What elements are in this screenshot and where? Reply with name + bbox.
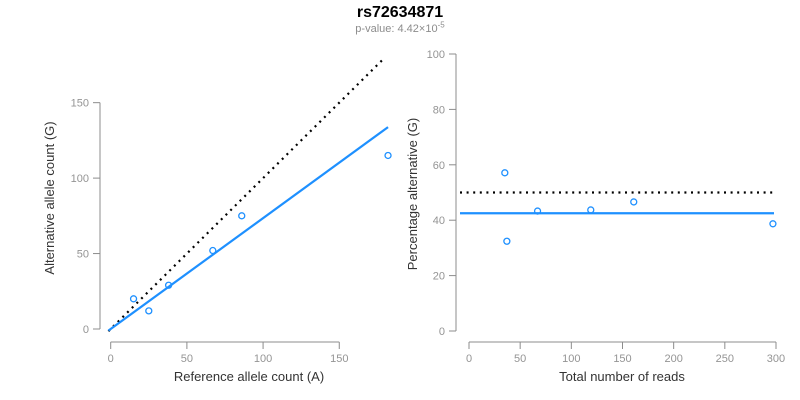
data-point — [384, 151, 392, 160]
data-point — [209, 246, 217, 255]
x-tick-label: 0 — [108, 353, 114, 365]
left-scatter-plot: 0 50 100 150 0 50 100 150 Reference allele count… — [42, 57, 392, 384]
x-tick-label: 300 — [767, 353, 785, 365]
data-point — [501, 169, 509, 177]
y-tick-label: 0 — [83, 324, 89, 336]
y-tick-label: 100 — [71, 173, 89, 185]
y-axis-title: Percentage alternative (G) — [405, 118, 420, 270]
data-point — [533, 207, 542, 215]
y-tick-label: 150 — [71, 98, 89, 110]
x-tick-label: 250 — [716, 353, 734, 365]
plot-title: rs72634871 — [356, 4, 444, 21]
x-tick-label: 150 — [613, 353, 631, 365]
y-tick-label: 50 — [77, 249, 89, 261]
right-scatter-plot: 0 20 40 60 80 100 0 50 100 150 200 250 300 Total numb… — [405, 49, 785, 384]
x-tick-label: 150 — [330, 353, 348, 365]
p-value-exponent: -5 — [437, 20, 445, 30]
x-axis-title: Total number of reads — [559, 369, 685, 384]
data-point — [630, 198, 638, 206]
data-point — [503, 237, 511, 245]
x-tick-label: 100 — [562, 353, 580, 365]
data-point — [145, 307, 153, 315]
identity-line — [107, 57, 386, 333]
x-tick-label: 100 — [254, 353, 272, 365]
fitted-line — [107, 126, 389, 332]
x-tick-label: 200 — [664, 353, 682, 365]
data-point — [164, 281, 173, 289]
y-tick-label: 100 — [427, 49, 445, 61]
x-tick-label: 50 — [181, 353, 193, 365]
y-axis-title: Alternative allele count (G) — [42, 121, 57, 274]
data-point — [238, 212, 246, 220]
y-tick-label: 80 — [433, 104, 445, 116]
y-tick-label: 40 — [433, 215, 445, 227]
y-tick-label: 20 — [433, 271, 445, 283]
p-value-text: p-value: 4.42×10 — [355, 23, 438, 35]
data-point — [587, 206, 595, 214]
x-tick-label: 0 — [466, 353, 472, 365]
data-point — [769, 220, 777, 228]
plot-subtitle: p-value: 4.42×10-5 — [0, 20, 800, 35]
data-point — [129, 295, 138, 303]
x-tick-label: 50 — [514, 353, 526, 365]
y-tick-label: 0 — [439, 326, 445, 338]
x-axis-title: Reference allele count (A) — [174, 369, 324, 384]
y-tick-label: 60 — [433, 160, 445, 172]
